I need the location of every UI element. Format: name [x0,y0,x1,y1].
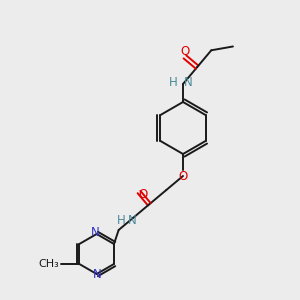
Text: CH₃: CH₃ [39,259,59,269]
Text: O: O [138,188,148,200]
Text: N: N [128,214,137,227]
Text: H: H [169,76,178,89]
Text: O: O [178,169,188,182]
Text: N: N [184,76,193,89]
Text: O: O [180,45,190,58]
Text: N: N [93,268,102,281]
Text: N: N [91,226,100,239]
Text: H: H [117,214,125,227]
